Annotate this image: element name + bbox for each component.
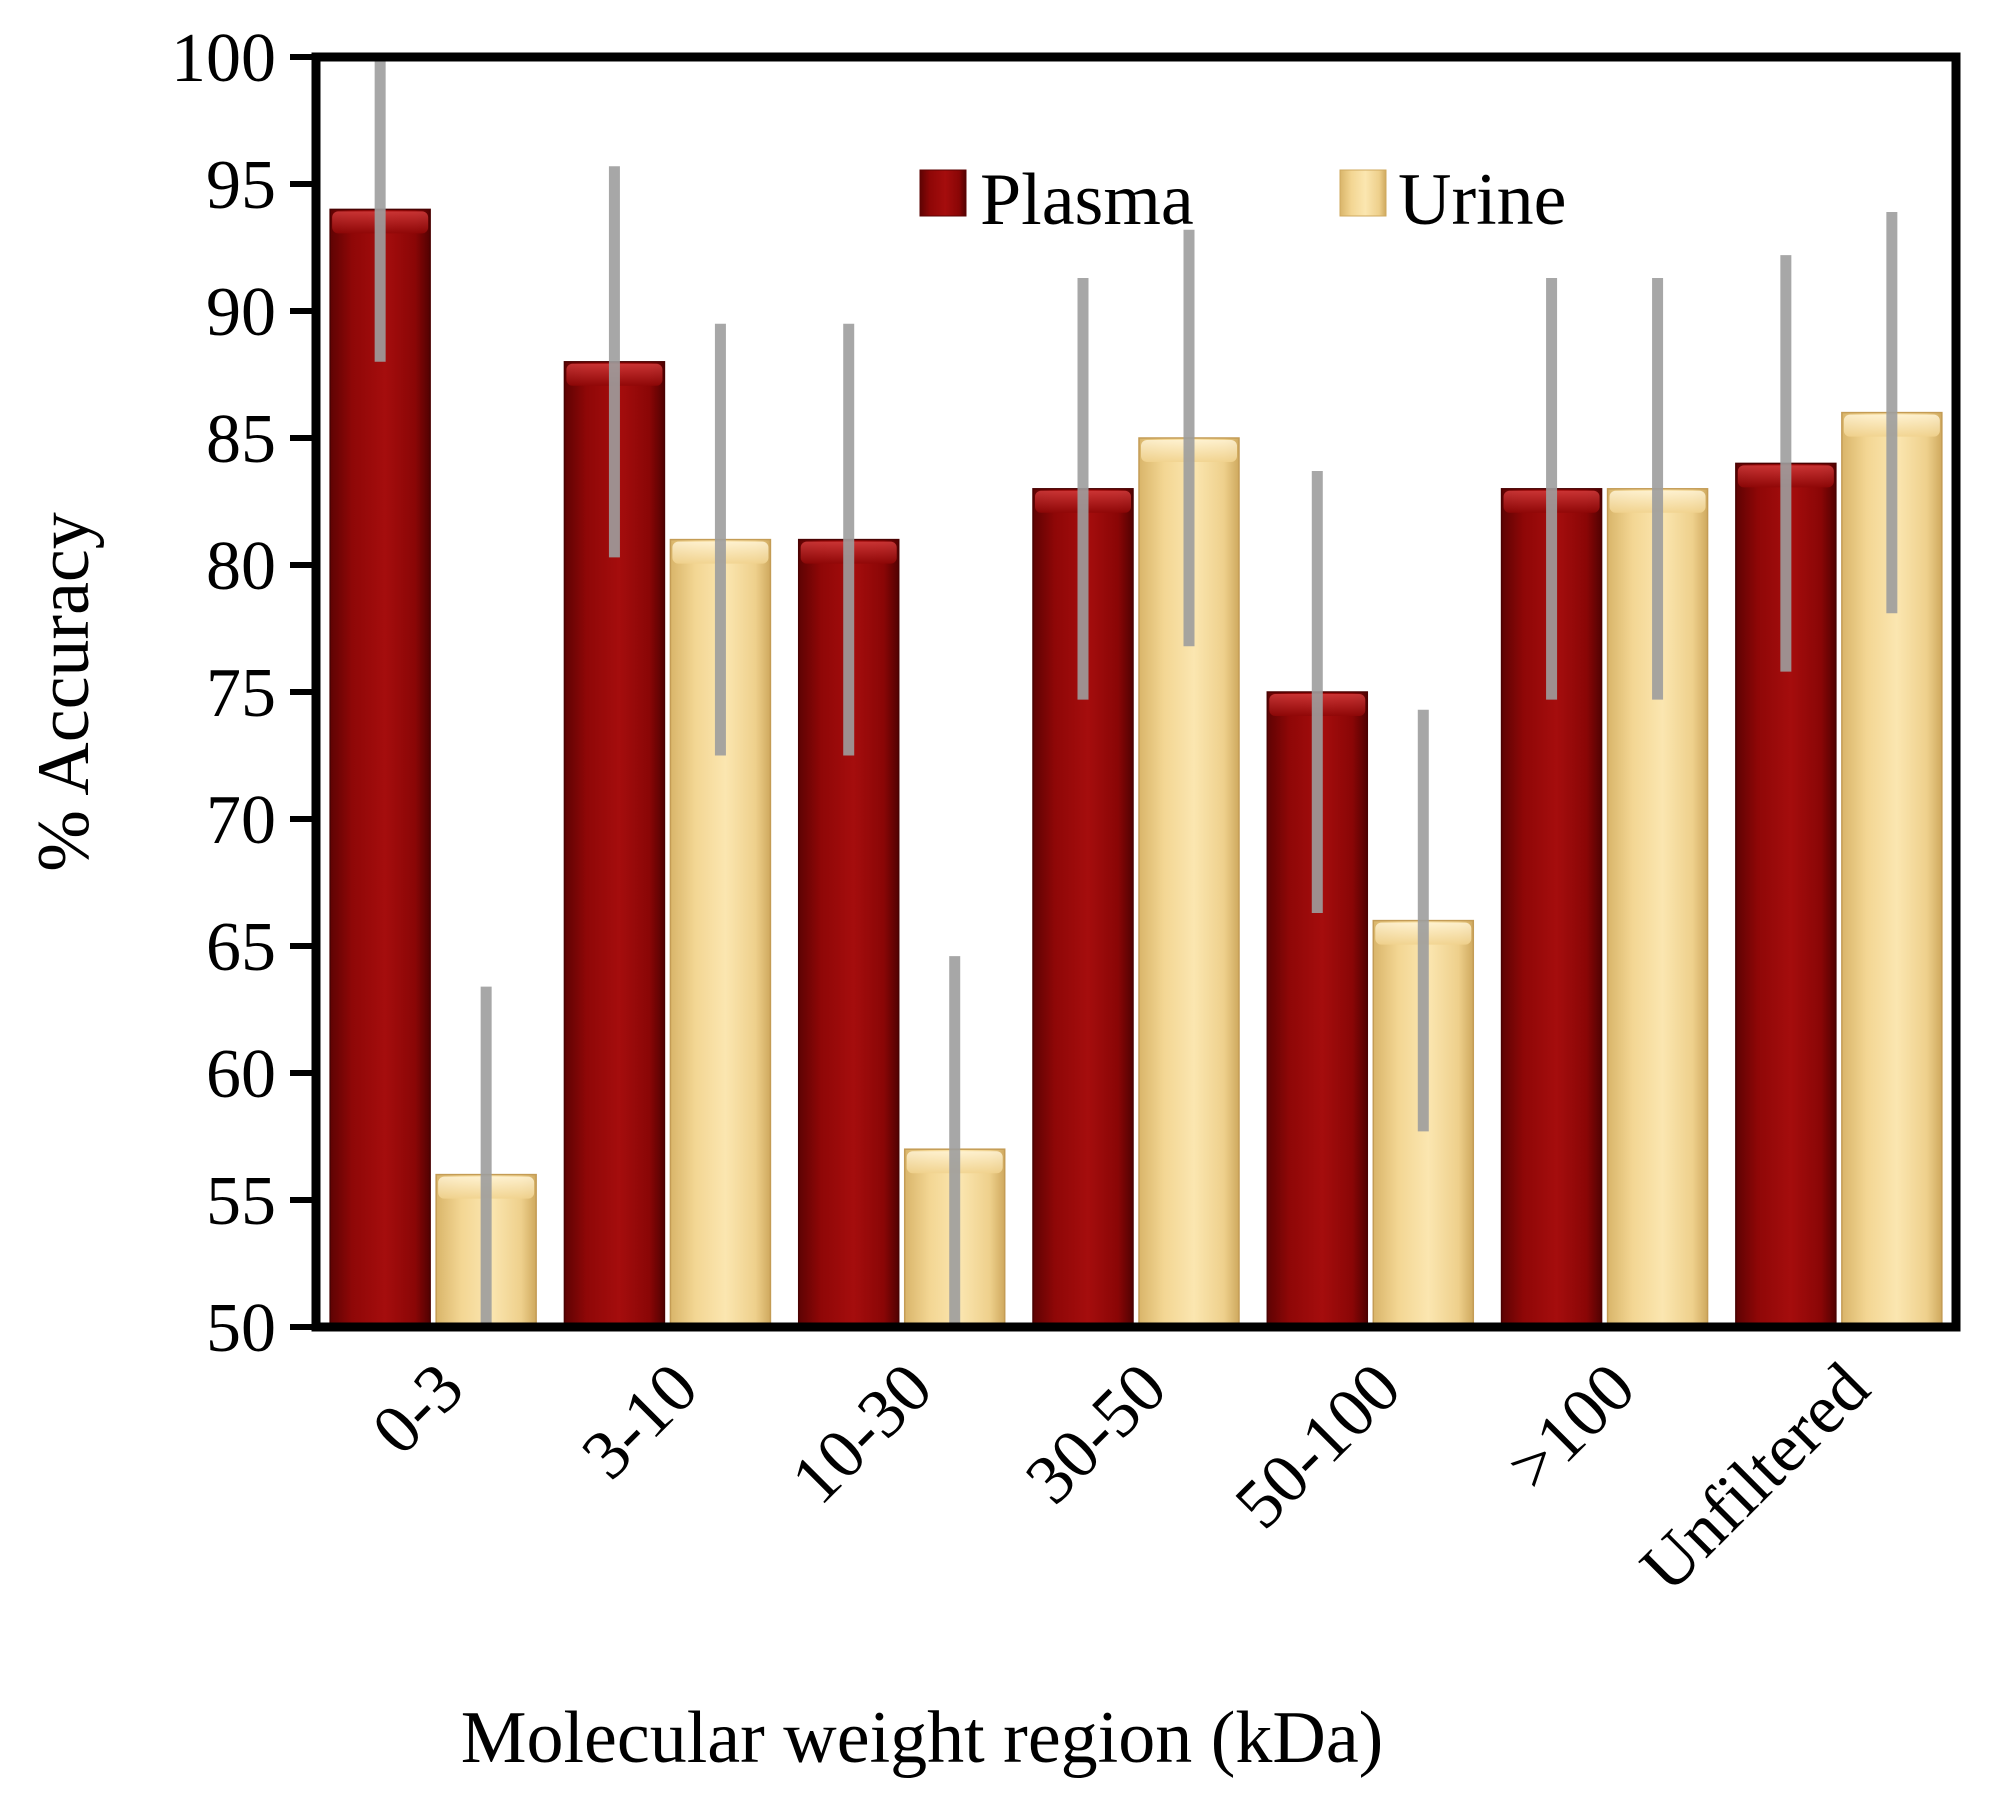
y-tick-label-10: 100 bbox=[171, 20, 276, 97]
x-tick-label-1: 3-10 bbox=[568, 1349, 713, 1494]
legend-label-plasma: Plasma bbox=[980, 159, 1194, 241]
y-tick-label-7: 85 bbox=[206, 401, 276, 478]
y-tick-label-4: 70 bbox=[206, 782, 276, 859]
x-tick-label-2: 10-30 bbox=[777, 1349, 947, 1519]
y-tick-label-5: 75 bbox=[206, 655, 276, 732]
legend-label-urine: Urine bbox=[1398, 159, 1567, 241]
legend-swatch-plasma bbox=[919, 169, 967, 217]
y-axis-title: % Accuracy bbox=[23, 512, 105, 872]
x-tick-label-0: 0-3 bbox=[358, 1349, 478, 1469]
y-tick-label-6: 80 bbox=[206, 528, 276, 605]
x-axis-title: Molecular weight region (kDa) bbox=[461, 1697, 1384, 1779]
bar-plasma-0 bbox=[329, 208, 431, 1328]
plot-frame bbox=[311, 52, 1961, 1332]
x-tick-label-4: 50-100 bbox=[1221, 1349, 1416, 1544]
bars-layer bbox=[329, 208, 1943, 1328]
y-tick-label-1: 55 bbox=[206, 1163, 276, 1240]
y-tick-label-2: 60 bbox=[206, 1036, 276, 1113]
y-axis-tick-labels: 50 55 60 65 70 75 80 85 90 95 100 bbox=[171, 20, 276, 1367]
y-tick-label-9: 95 bbox=[206, 147, 276, 224]
legend: Plasma Urine bbox=[919, 159, 1567, 241]
y-tick-label-3: 65 bbox=[206, 909, 276, 986]
y-tick-label-0: 50 bbox=[206, 1290, 276, 1367]
y-tick-label-8: 90 bbox=[206, 274, 276, 351]
x-tick-label-6: Unfiltered bbox=[1626, 1349, 1884, 1607]
error-bars-layer bbox=[374, 57, 1898, 1327]
legend-swatch-urine bbox=[1339, 169, 1387, 217]
y-axis-ticks bbox=[290, 54, 316, 1330]
x-tick-label-5: >100 bbox=[1493, 1349, 1650, 1506]
x-tick-label-3: 30-50 bbox=[1011, 1349, 1181, 1519]
